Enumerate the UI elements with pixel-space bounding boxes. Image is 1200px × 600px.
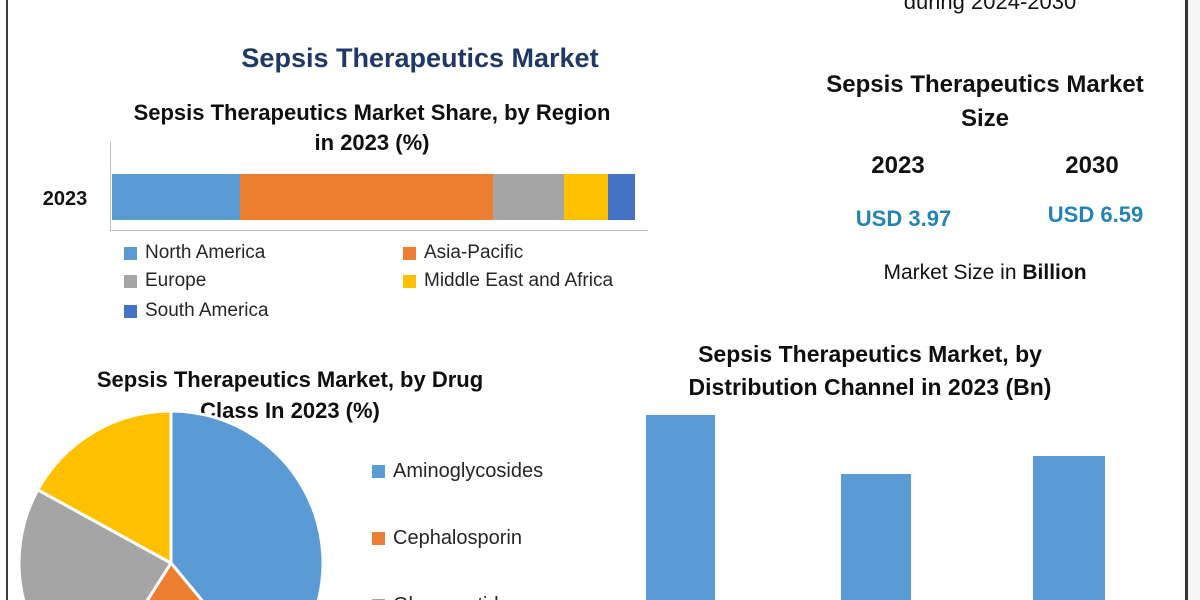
stacked-segment-middle-east-and-africa — [564, 174, 609, 220]
stacked-segment-north-america — [112, 174, 241, 220]
market-size-title: Sepsis Therapeutics Market Size — [790, 68, 1180, 136]
drug-class-title-line1: Sepsis Therapeutics Market, by Drug — [96, 367, 484, 392]
legend-item-europe: Europe — [124, 270, 206, 292]
legend-item-north-america: North America — [124, 242, 265, 264]
legend-label: Europe — [145, 270, 207, 291]
distribution-bar-2 — [841, 474, 911, 600]
region-chart-title: Sepsis Therapeutics Market Share, by Reg… — [80, 98, 664, 158]
frame-right-margin — [1188, 0, 1200, 600]
legend-swatch-glycopeptides — [372, 598, 385, 600]
legend-swatch-middle-east-and-africa — [403, 274, 416, 288]
legend-label: Asia-Pacific — [424, 242, 524, 263]
partial-top-text: during 2024-2030 — [903, 0, 1077, 14]
frame-left-border — [6, 0, 8, 600]
distribution-title-line2: Distribution Channel in 2023 (Bn) — [688, 374, 1052, 400]
legend-swatch-south-america — [124, 304, 137, 318]
page-title: Sepsis Therapeutics Market — [241, 43, 599, 73]
legend-item-aminoglycosides: Aminoglycosides — [372, 460, 543, 482]
legend-item-south-america: South America — [124, 300, 269, 322]
legend-label: South America — [145, 300, 269, 321]
drug-class-title-line2: Class In 2023 (%) — [200, 398, 380, 423]
pie-slice-aminoglycosides — [169, 409, 325, 600]
market-size-value-2030: USD 6.59 — [1047, 202, 1144, 227]
legend-label: North America — [145, 242, 266, 263]
legend-label: Glycopeptides — [393, 594, 520, 600]
distribution-title-line1: Sepsis Therapeutics Market, by — [698, 341, 1042, 367]
legend-label: Cephalosporin — [393, 526, 522, 549]
legend-label: Aminoglycosides — [393, 459, 544, 482]
distribution-bar-3 — [1033, 456, 1105, 600]
legend-swatch-north-america — [124, 246, 137, 260]
pie-slice-glycopeptides — [17, 488, 173, 600]
region-chart-category-label: 2023 — [42, 188, 88, 210]
legend-item-asia-pacific: Asia-Pacific — [403, 242, 523, 264]
drug-class-chart-title: Sepsis Therapeutics Market, by Drug Clas… — [40, 364, 540, 426]
stacked-segment-south-america — [608, 174, 635, 220]
legend-swatch-asia-pacific — [403, 246, 416, 260]
frame-right-border — [1185, 0, 1188, 600]
market-size-caption: Market Size in Billion — [810, 261, 1160, 285]
market-size-title-line1: Sepsis Therapeutics Market — [826, 71, 1144, 98]
region-chart-title-line2: in 2023 (%) — [314, 130, 430, 155]
market-size-caption-regular: Market Size in — [883, 261, 1023, 284]
market-size-year-2030: 2030 — [1065, 152, 1119, 179]
legend-swatch-aminoglycosides — [372, 464, 385, 478]
distribution-bar-1 — [646, 415, 715, 600]
legend-swatch-europe — [124, 274, 137, 288]
pie-slice-unlabeled — [36, 409, 173, 565]
region-chart-title-line1: Sepsis Therapeutics Market Share, by Reg… — [133, 100, 611, 125]
market-size-year-2023: 2023 — [871, 152, 925, 179]
legend-swatch-cephalosporin — [372, 531, 385, 545]
region-stacked-bar — [112, 174, 635, 220]
market-size-value-2023: USD 3.97 — [855, 206, 952, 231]
region-chart-x-axis — [110, 230, 648, 231]
legend-item-middle-east-and-africa: Middle East and Africa — [403, 270, 613, 292]
legend-item-glycopeptides: Glycopeptides — [372, 594, 520, 600]
pie-slice-cephalosporin — [145, 561, 204, 600]
distribution-chart-title: Sepsis Therapeutics Market, by Distribut… — [620, 338, 1120, 404]
market-size-caption-bold: Billion — [1022, 261, 1087, 284]
legend-label: Middle East and Africa — [424, 270, 614, 291]
legend-item-cephalosporin: Cephalosporin — [372, 527, 522, 549]
market-size-title-line2: Size — [960, 105, 1010, 132]
stacked-segment-europe — [493, 174, 565, 220]
stacked-segment-asia-pacific — [240, 174, 494, 220]
region-chart-y-axis — [110, 142, 111, 231]
drug-class-pie — [17, 409, 325, 600]
